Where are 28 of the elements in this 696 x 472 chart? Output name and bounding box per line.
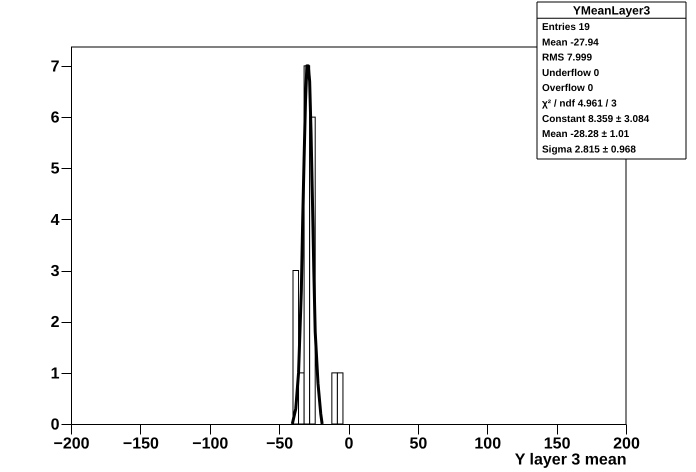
annotation: RMS 7.999 (542, 52, 592, 64)
annotation: Underflow 0 (542, 68, 600, 79)
x-tick-label: 0 (344, 436, 354, 452)
x-tick-label: −50 (266, 436, 294, 452)
y-tick-label: 7 (50, 58, 60, 76)
y-tick-label: 4 (50, 212, 60, 229)
text: Entries 19 (542, 22, 590, 33)
annotation: Overflow 0 (542, 83, 594, 94)
x-tick-label: 200 (613, 436, 640, 452)
y-tick-label: 3 (50, 263, 60, 280)
y-tick-label: 1 (50, 365, 60, 382)
y-tick-label: 0 (50, 416, 60, 434)
x-tick-label: −150 (122, 436, 159, 452)
annotation: Sigma 2.815 ± 0.968 (542, 144, 636, 156)
x-tick-label: −100 (192, 436, 228, 452)
text: YMeanLayer3 (572, 4, 651, 18)
y-tick-label: 6 (50, 110, 60, 127)
annotation: Mean -28.28 ± 1.01 (542, 129, 630, 140)
x-tick-label: −200 (53, 436, 90, 452)
y-tick-label: 5 (50, 160, 60, 178)
x-tick-label: 50 (409, 436, 428, 452)
annotation: χ² / ndf 4.961 / 3 (542, 98, 618, 110)
x-axis-title: Y layer 3 mean (514, 452, 626, 468)
annotation: Constant 8.359 ± 3.084 (542, 114, 650, 125)
x-tick-label: 150 (544, 436, 571, 452)
annotation: Mean -27.94 (542, 37, 600, 48)
x-tick-label: 100 (474, 436, 502, 452)
y-tick-label: 2 (50, 314, 60, 332)
